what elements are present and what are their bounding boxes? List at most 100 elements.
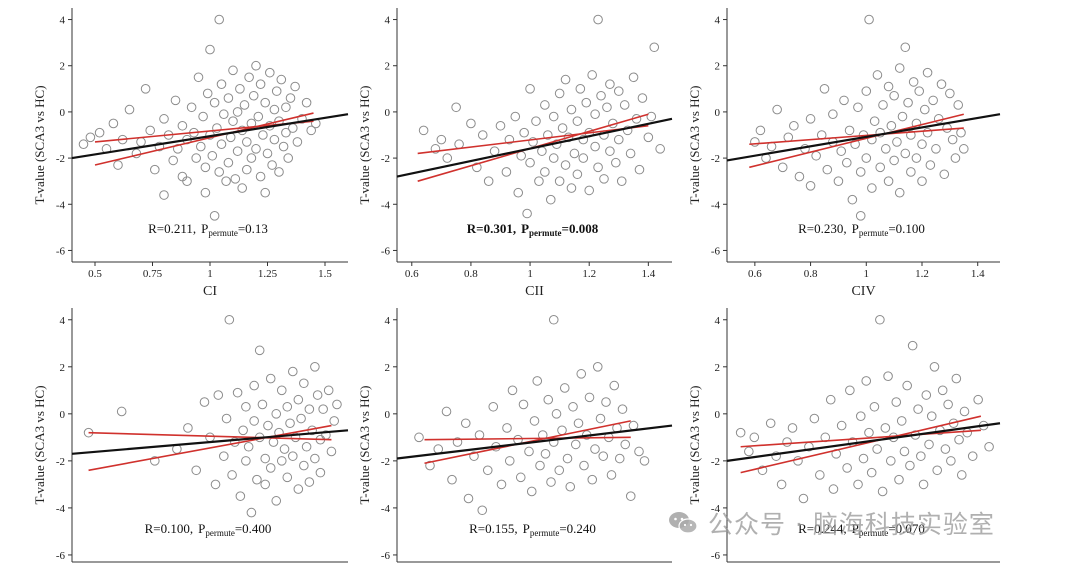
ci-lower-line — [94, 112, 314, 166]
data-point — [855, 211, 866, 221]
data-point — [917, 176, 927, 186]
data-point — [268, 437, 279, 447]
data-point — [805, 114, 816, 124]
data-point — [590, 141, 600, 152]
data-point — [329, 416, 340, 426]
data-point — [772, 104, 782, 115]
x-tick-label: 1.2 — [582, 268, 596, 280]
regression-line — [396, 424, 673, 460]
data-point — [922, 127, 933, 138]
data-point — [196, 141, 206, 152]
data-point — [244, 72, 254, 83]
data-point — [634, 164, 645, 175]
data-point — [877, 486, 888, 497]
data-point — [897, 111, 908, 122]
data-point — [886, 456, 896, 466]
data-point — [853, 479, 863, 490]
data-point — [903, 97, 913, 108]
data-point — [249, 416, 259, 426]
data-point — [744, 446, 754, 457]
data-point — [278, 141, 289, 152]
data-point — [864, 427, 874, 438]
data-point — [472, 162, 482, 173]
y-tick-label: 0 — [715, 107, 721, 119]
data-point — [646, 111, 657, 122]
annotation-r-value: R=0.301, — [467, 221, 516, 236]
data-point — [559, 383, 570, 393]
scatter-panel-1: 4 2 0 -2 -4 -6 0.5 0.75 1 1.25 1.5 T-value (SCA3 vs… — [32, 8, 349, 299]
data-point — [200, 187, 211, 198]
y-tick-label: 2 — [385, 61, 391, 73]
y-tick-label: 0 — [715, 409, 721, 421]
data-point — [572, 116, 583, 126]
data-point — [822, 164, 833, 175]
data-point — [78, 139, 89, 150]
watermark: 公众号 · 脑海科技实验室 — [668, 505, 995, 541]
watermark-text: 公众号 · 脑海科技实验室 — [708, 510, 995, 539]
annotation-p-subscript: permute — [208, 228, 238, 238]
data-point — [815, 470, 825, 480]
regression-line — [726, 113, 1001, 162]
data-point — [460, 418, 471, 429]
data-point — [878, 100, 888, 110]
data-point — [880, 423, 891, 433]
data-point — [625, 491, 636, 501]
data-point — [276, 74, 287, 85]
y-axis-label: T-value (SCA3 vs HC) — [32, 385, 47, 504]
data-point — [557, 425, 567, 436]
data-point — [953, 100, 964, 110]
y-tick-label: 4 — [715, 315, 721, 327]
data-point — [749, 432, 760, 443]
data-point — [883, 371, 893, 382]
data-point — [290, 81, 300, 92]
data-point — [209, 97, 220, 108]
data-point — [482, 465, 493, 476]
x-tick-label: 0.8 — [464, 268, 478, 280]
x-tick-label: 1 — [527, 268, 533, 280]
data-point — [616, 176, 627, 186]
data-point — [548, 153, 559, 163]
x-tick-label: 0.6 — [405, 268, 419, 280]
data-point — [315, 467, 326, 478]
correlation-annotation: R=0.100, Ppermute=0.400 — [145, 521, 272, 538]
y-tick-label: 0 — [385, 409, 391, 421]
data-point — [858, 453, 869, 464]
annotation-r-value: R=0.155, — [469, 521, 518, 536]
x-tick-label: 1 — [207, 268, 213, 280]
annotation-p-label: P — [198, 521, 205, 536]
data-point — [599, 174, 609, 184]
data-point — [304, 477, 315, 487]
data-point — [984, 441, 994, 452]
data-point — [145, 125, 155, 136]
data-point — [560, 160, 571, 170]
data-point — [274, 167, 284, 177]
data-point — [332, 399, 342, 410]
data-point — [507, 385, 518, 396]
data-point — [540, 449, 551, 459]
data-point — [477, 505, 488, 516]
data-point — [515, 472, 526, 483]
scatter-panel-2: 4 2 0 -2 -4 -6 0.6 0.8 1 1.2 1.4 T-value (SCA3 vs H… — [357, 8, 673, 299]
data-point — [891, 397, 902, 407]
data-point — [279, 444, 290, 454]
y-tick-label: -4 — [56, 503, 66, 515]
data-point — [872, 70, 883, 80]
data-point — [312, 390, 323, 400]
data-point — [649, 42, 660, 53]
annotation-r-value: R=0.230, — [798, 221, 847, 236]
y-tick-label: -4 — [56, 199, 66, 211]
ci-upper-line — [749, 127, 964, 146]
y-tick-label: -4 — [711, 503, 721, 515]
data-point — [572, 169, 583, 180]
data-point — [232, 387, 243, 398]
data-point — [297, 114, 307, 124]
data-point — [565, 481, 576, 492]
data-point — [554, 176, 565, 186]
data-point — [200, 162, 211, 173]
annotation-p-value: =0.13 — [238, 221, 268, 236]
data-point — [958, 144, 969, 154]
data-point — [276, 456, 287, 466]
data-point — [271, 409, 282, 419]
data-point — [288, 451, 298, 461]
data-point — [528, 137, 538, 147]
